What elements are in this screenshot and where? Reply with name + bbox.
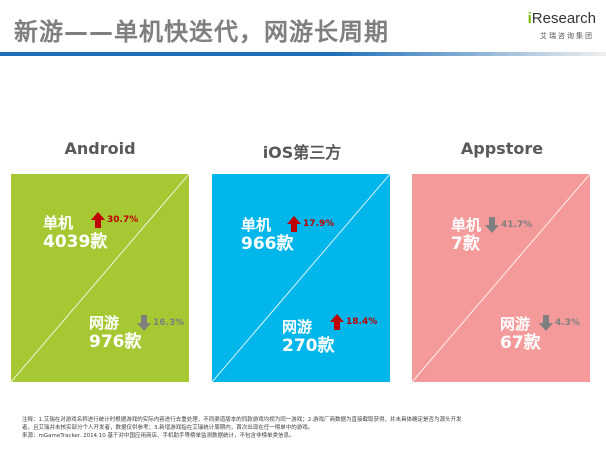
android-single-pct: 30.7% — [107, 215, 139, 225]
appstore-single-change: 41.7% — [485, 217, 532, 233]
appstore-online-name: 网游 — [500, 315, 531, 333]
logo-wordmark: iResearch — [528, 10, 596, 27]
ios-online-count: 270款 — [282, 336, 335, 356]
appstore-single-count: 7款 — [451, 234, 480, 254]
android-online-pct: 16.3% — [153, 318, 185, 328]
panel-android: 单机 4039款 30.7% 网游 976款 16.3% — [11, 174, 189, 382]
ios-online-metric: 网游 270款 — [282, 318, 335, 356]
page-title: 新游——单机快迭代，网游长周期 — [14, 18, 389, 46]
footnote: 注释：1.艾瑞在对游戏名称进行统计时根据游戏的实际内容进行去重处理，不同渠道版本… — [22, 416, 597, 440]
android-single-name: 单机 — [43, 214, 74, 232]
logo-brand: Research — [531, 10, 596, 27]
arrow-up-icon — [330, 314, 344, 330]
panel-appstore: 单机 7款 41.7% 网游 67款 4.3% — [412, 174, 590, 382]
ios-single-count: 966款 — [241, 234, 294, 254]
appstore-online-count: 67款 — [500, 333, 541, 353]
footnote-line-1: 注释：1.艾瑞在对游戏名称进行统计时根据游戏的实际内容进行去重处理，不同渠道版本… — [22, 417, 462, 423]
logo-i: i — [527, 10, 532, 27]
arrow-down-icon — [485, 217, 499, 233]
panel-label-ios: iOS第三方 — [262, 143, 342, 162]
android-single-metric: 单机 4039款 — [43, 214, 107, 252]
android-single-count: 4039款 — [43, 232, 108, 252]
arrow-down-icon — [539, 315, 553, 331]
diagonal-divider — [212, 174, 390, 382]
appstore-online-metric: 网游 67款 — [500, 315, 541, 353]
ios-single-pct: 17.9% — [303, 219, 335, 229]
logo-subtitle: 艾瑞咨询集团 — [540, 32, 594, 40]
ios-online-change: 18.4% — [330, 314, 377, 330]
android-single-change: 30.7% — [91, 212, 138, 228]
ios-online-pct: 18.4% — [346, 317, 378, 327]
appstore-online-change: 4.3% — [539, 315, 580, 331]
ios-single-change: 17.9% — [287, 216, 334, 232]
appstore-online-pct: 4.3% — [555, 318, 580, 328]
title-underline — [0, 52, 606, 56]
panel-label-appstore: Appstore — [460, 139, 544, 158]
arrow-up-icon — [91, 212, 105, 228]
footnote-line-3: 来源：mGameTracker. 2014.10 基于对中国应用商店、手机助手等… — [22, 433, 295, 439]
footnote-line-2: 者，且艾瑞并未核实部分个人开发者，数据仅供参考；3.新增游戏指在艾瑞统计周期内，… — [22, 425, 314, 431]
ios-single-name: 单机 — [241, 216, 272, 234]
android-online-change: 16.3% — [137, 315, 184, 331]
diagonal-divider — [412, 174, 590, 382]
appstore-single-name: 单机 — [451, 216, 482, 234]
appstore-single-metric: 单机 7款 — [451, 216, 481, 254]
appstore-single-pct: 41.7% — [501, 220, 533, 230]
arrow-up-icon — [287, 216, 301, 232]
android-online-name: 网游 — [89, 314, 120, 332]
ios-online-name: 网游 — [282, 318, 313, 336]
panel-label-android: Android — [64, 139, 136, 158]
iresearch-logo: iResearch 艾瑞咨询集团 — [506, 10, 596, 46]
diagonal-divider — [11, 174, 189, 382]
android-online-metric: 网游 976款 — [89, 314, 142, 352]
android-online-count: 976款 — [89, 332, 142, 352]
ios-single-metric: 单机 966款 — [241, 216, 294, 254]
arrow-down-icon — [137, 315, 151, 331]
panel-ios: 单机 966款 17.9% 网游 270款 18.4% — [212, 174, 390, 382]
